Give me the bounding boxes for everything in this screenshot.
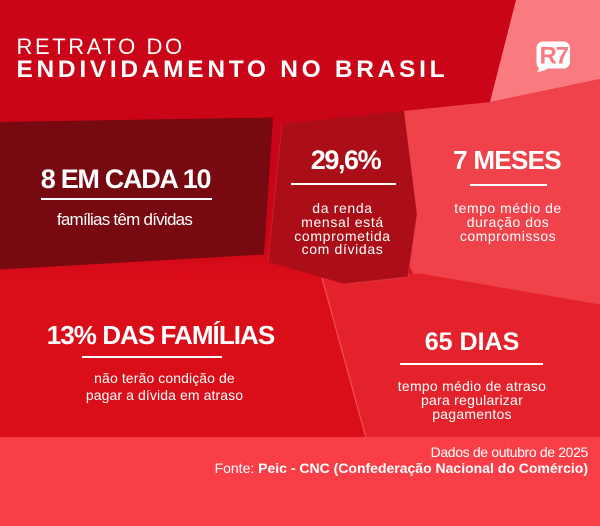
svg-text:R7: R7 xyxy=(539,43,568,70)
